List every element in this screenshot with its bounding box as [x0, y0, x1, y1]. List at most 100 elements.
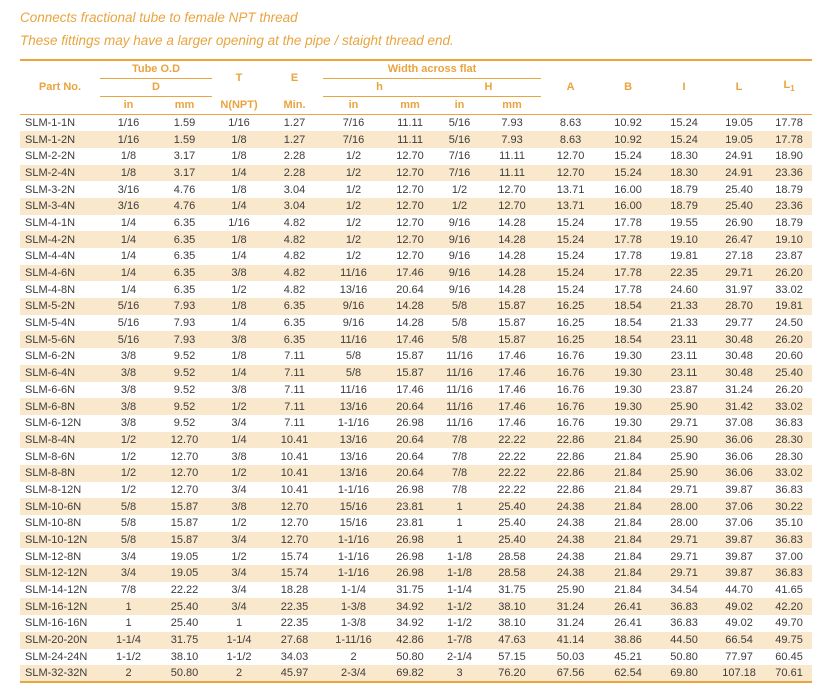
value-cell: 19.81: [670, 250, 698, 263]
value-cell: 11/16: [446, 400, 473, 413]
table-row: SLM-6-6N 3/8 9.52 3/8 7.11 11/16 17.46 11/16 17.…: [20, 382, 812, 399]
value-cell: 9.52: [173, 383, 196, 396]
part-no-cell: SLM-8-4N: [25, 433, 76, 446]
value-cell: 31.42: [725, 400, 753, 413]
value-cell: 26.98: [396, 534, 424, 547]
header-l1-base: L: [783, 78, 791, 91]
value-cell: 1/16: [228, 117, 250, 130]
table-row: SLM-10-6N 5/8 15.87 3/8 12.70 15/16 23.81 1 25.4…: [20, 498, 813, 515]
value-cell: 29.71: [725, 267, 753, 280]
value-cell: 18.54: [614, 300, 642, 313]
part-no-cell: SLM-5-6N: [25, 333, 76, 346]
value-cell: 3/16: [117, 200, 140, 213]
value-cell: 62.54: [600, 665, 657, 683]
value-cell: 15/16: [339, 517, 368, 530]
value-cell: 1-1/2: [115, 650, 142, 663]
table-row: SLM-14-12N 7/8 22.22 3/4 18.28 1-1/4 31.75 1-1/…: [20, 582, 812, 599]
value-cell: 7/8: [451, 467, 468, 480]
value-cell: 7.11: [284, 383, 305, 396]
part-no-cell: SLM-4-4N: [25, 250, 76, 263]
value-cell: 16.76: [556, 417, 585, 430]
value-cell: 16.00: [614, 183, 642, 196]
value-cell: 7.93: [173, 300, 196, 313]
value-cell: 1/2: [120, 467, 137, 480]
value-cell: 5/8: [451, 317, 468, 330]
value-cell: 17.78: [614, 267, 642, 280]
value-cell: 28.30: [775, 450, 803, 463]
value-cell: 24.91: [725, 150, 753, 163]
value-cell: 5/8: [451, 333, 468, 346]
part-no-cell: SLM-32-32N: [20, 665, 100, 683]
value-cell: 26.20: [775, 333, 803, 346]
value-cell: 24.60: [670, 283, 698, 296]
value-cell: 3/8: [120, 400, 137, 413]
value-cell: 57.15: [498, 650, 526, 663]
value-cell: 41.65: [775, 584, 803, 597]
table-row: SLM-6-12N 3/8 9.52 3/4 7.11 1-1/16 26.98 11/16 1…: [20, 415, 812, 432]
value-cell: 47.63: [498, 634, 526, 647]
value-cell: 16.76: [556, 350, 585, 363]
value-cell: 7/8: [451, 433, 468, 446]
value-cell: 39.87: [725, 567, 753, 580]
value-cell: 21.84: [614, 500, 642, 513]
value-cell: 2: [350, 650, 357, 663]
value-cell: 69.82: [384, 665, 437, 683]
table-row: SLM-12-8N 3/4 19.05 1/2 15.74 1-1/16 26.98 1-1/…: [20, 548, 812, 565]
value-cell: 11/16: [340, 333, 367, 346]
value-cell: 1/2: [120, 433, 137, 446]
value-cell: 28.30: [775, 433, 803, 446]
value-cell: 38.10: [498, 617, 526, 630]
value-cell: 23.11: [670, 367, 698, 380]
value-cell: 1/2: [231, 517, 247, 530]
value-cell: 7.11: [284, 400, 305, 413]
value-cell: 10.41: [280, 467, 309, 480]
value-cell: 2: [212, 665, 267, 683]
value-cell: 1/16: [117, 133, 140, 146]
table-row: SLM-5-4N 5/16 7.93 1/4 6.35 9/16 14.28 5/8 15.87…: [20, 315, 812, 332]
value-cell: 21.84: [614, 467, 642, 480]
value-cell: 5/16: [117, 333, 140, 346]
header-h-lower: h: [323, 78, 437, 97]
value-cell: 5/8: [451, 300, 468, 313]
value-cell: 4.82: [283, 250, 306, 263]
value-cell: 18.90: [775, 150, 803, 163]
table-row: SLM-4-2N 1/4 6.35 1/8 4.82 1/2 12.70 9/16 14.28 1…: [20, 231, 813, 248]
value-cell: 107.18: [712, 665, 767, 683]
value-cell: 1/2: [451, 200, 468, 213]
value-cell: 4.76: [173, 183, 196, 196]
value-cell: 25.90: [670, 450, 698, 463]
value-cell: 1/8: [231, 150, 247, 163]
value-cell: 17.46: [396, 333, 424, 346]
value-cell: 31.97: [725, 283, 753, 296]
table-body: SLM-1-1N 1/16 1.59 1/16 1.27 7/16 11.11 5/16 7.9…: [20, 115, 813, 683]
value-cell: 17.46: [498, 400, 526, 413]
value-cell: 22.86: [556, 483, 585, 496]
value-cell: 9.52: [173, 400, 196, 413]
value-cell: 17.78: [614, 233, 642, 246]
value-cell: 1-1/4: [446, 584, 473, 597]
value-cell: 23.87: [670, 383, 698, 396]
value-cell: 18.79: [775, 216, 803, 229]
value-cell: 33.02: [775, 400, 803, 413]
value-cell: 36.83: [775, 417, 803, 430]
value-cell: 25.90: [556, 584, 585, 597]
table-row: SLM-4-8N 1/4 6.35 1/2 4.82 13/16 20.64 9/16 14.2…: [20, 281, 812, 298]
value-cell: 3/4: [120, 550, 137, 563]
value-cell: 14.28: [498, 283, 526, 296]
part-no-cell: SLM-5-4N: [25, 317, 76, 330]
value-cell: 1-7/8: [446, 634, 473, 647]
table-row: SLM-5-2N 5/16 7.93 1/8 6.35 9/16 14.28 5/8 15.87…: [20, 298, 813, 315]
value-cell: 21.84: [614, 534, 642, 547]
value-cell: 1/8: [231, 133, 247, 146]
value-cell: 5/16: [117, 300, 140, 313]
value-cell: 23.11: [670, 350, 698, 363]
header-part-no: Part No.: [20, 59, 100, 115]
value-cell: 30.48: [725, 350, 753, 363]
value-cell: 36.06: [725, 450, 753, 463]
value-cell: 5/16: [117, 317, 140, 330]
value-cell: 15.24: [556, 233, 585, 246]
value-cell: 26.90: [725, 216, 753, 229]
table-row: SLM-4-1N 1/4 6.35 1/16 4.82 1/2 12.70 9/16 14.28…: [20, 215, 812, 232]
value-cell: 23.36: [775, 166, 803, 179]
value-cell: 18.54: [614, 333, 642, 346]
